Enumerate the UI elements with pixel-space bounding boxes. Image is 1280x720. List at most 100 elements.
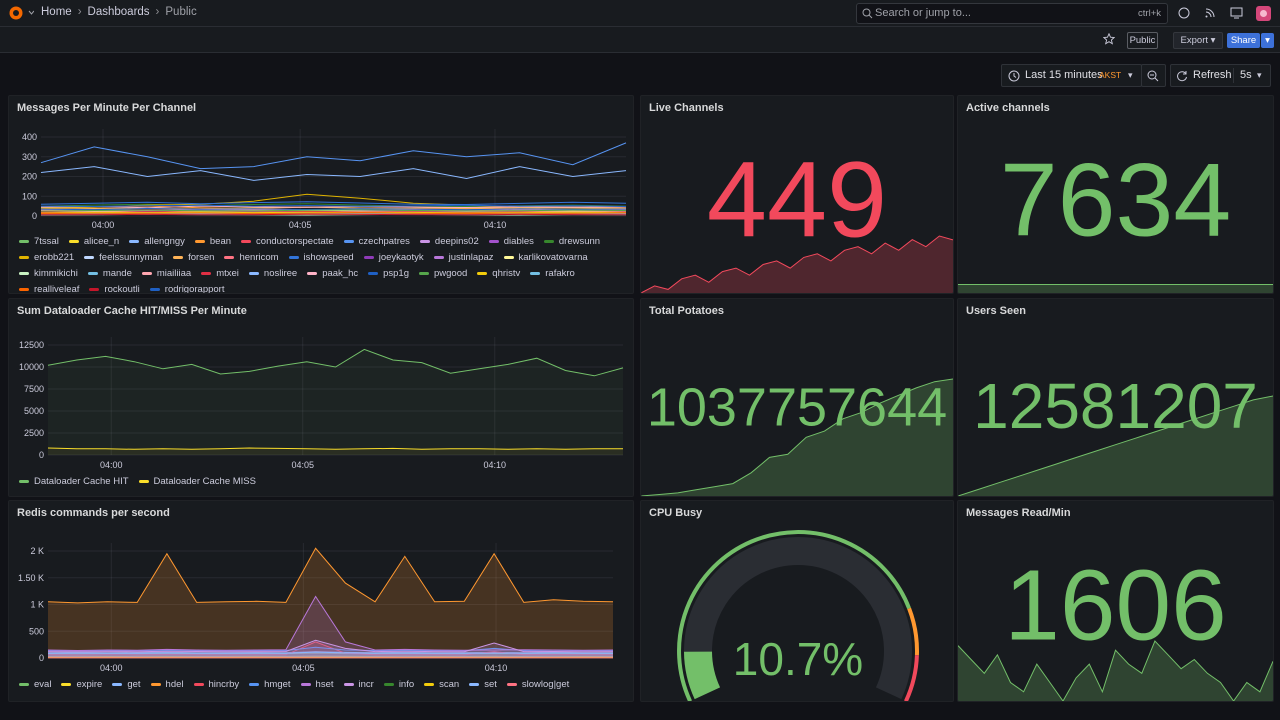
grafana-logo[interactable] [8, 5, 34, 21]
legend-swatch [530, 272, 541, 275]
panel-title: Messages Read/Min [966, 507, 1071, 519]
legend-item[interactable]: conductorspectate [241, 235, 334, 248]
legend-item[interactable]: realliveleaf [19, 283, 79, 293]
legend-item[interactable]: joeykaotyk [363, 251, 424, 264]
share-button[interactable]: Share [1227, 33, 1260, 48]
legend-swatch [19, 288, 29, 291]
export-button[interactable]: Export ▾ [1173, 32, 1223, 49]
legend-item[interactable]: miailiiaa [141, 267, 191, 280]
search-box[interactable]: Search or jump to... ctrl+k [856, 3, 1168, 24]
legend-item[interactable]: hdel [150, 678, 184, 691]
x-tick-label: 04:05 [289, 220, 312, 230]
legend-item[interactable]: set [469, 678, 497, 691]
legend-item[interactable]: justinlapaz [433, 251, 494, 264]
legend-item[interactable]: czechpatres [343, 235, 410, 248]
panel: 1606 Messages Read/Min [957, 500, 1274, 702]
legend-swatch [488, 240, 499, 243]
panel: 0 500 1 K 1.50 K 2 K 04:00 04:05 04:10 Redis com… [8, 500, 634, 702]
legend-item[interactable]: drewsunn [543, 235, 600, 248]
breadcrumb[interactable]: Home [41, 6, 72, 18]
series-line [47, 641, 613, 656]
legend-label: hset [315, 679, 334, 690]
legend-label: joeykaotyk [378, 252, 424, 263]
legend-item[interactable]: slowlog|get [506, 678, 569, 691]
y-tick-label: 200 [22, 172, 37, 182]
time-range-label: Last 15 minutes [1025, 69, 1103, 81]
legend-item[interactable]: mande [87, 267, 132, 280]
legend-label: alicee_n [83, 236, 120, 247]
legend-item[interactable]: scan [424, 678, 459, 691]
y-tick-label: 0 [39, 653, 44, 663]
legend-item[interactable]: Dataloader Cache HIT [19, 475, 129, 488]
legend-item[interactable]: hset [300, 678, 334, 691]
legend-swatch [424, 683, 435, 686]
legend-label: czechpatres [358, 236, 410, 247]
x-tick-label: 04:00 [92, 220, 115, 230]
legend-item[interactable]: Dataloader Cache MISS [138, 475, 256, 488]
legend-swatch [150, 683, 161, 686]
share-menu-button[interactable]: ▾ [1261, 33, 1274, 48]
legend-item[interactable]: rockoutli [89, 283, 140, 293]
legend-label: paak_hc [322, 268, 359, 279]
nav-icons[interactable] [1176, 6, 1276, 22]
legend-label: forsen [188, 252, 215, 263]
time-range-picker[interactable]: Last 15 minutes AKST ▾ [1001, 64, 1142, 87]
legend-swatch [19, 256, 29, 259]
legend-item[interactable]: incr [343, 678, 374, 691]
legend: 7tssal alicee_n allengngy bean conductorspec… [19, 235, 623, 293]
legend-item[interactable]: allengngy [129, 235, 185, 248]
legend-label: hmget [264, 679, 291, 690]
legend-item[interactable]: expire [61, 678, 102, 691]
legend-item[interactable]: forsen [173, 251, 214, 264]
legend-swatch [149, 288, 160, 291]
legend-item[interactable]: ishowspeed [288, 251, 354, 264]
series-line [40, 209, 627, 212]
series-line [47, 652, 613, 655]
search-icon [862, 8, 873, 19]
legend-item[interactable]: mtxei [201, 267, 239, 280]
legend-item[interactable]: kimmikichi [19, 267, 78, 280]
y-tick-label: 1.50 K [18, 573, 44, 583]
zoom-out-button[interactable] [1141, 64, 1166, 87]
legend-item[interactable]: henricom [224, 251, 279, 264]
y-tick-label: 5000 [24, 406, 44, 416]
refresh-interval: 5s [1240, 69, 1252, 81]
legend-item[interactable]: info [383, 678, 414, 691]
y-tick-label: 2500 [24, 428, 44, 438]
legend-item[interactable]: eval [19, 678, 51, 691]
legend-item[interactable]: 7tssal [19, 235, 59, 248]
panel-graphic: 0 500 1 K 1.50 K 2 K 04:00 04:05 04:10 [18, 543, 614, 673]
series-line [40, 201, 627, 206]
legend-item[interactable]: get [112, 678, 141, 691]
legend-label: nosliree [263, 268, 298, 279]
legend-label: hdel [165, 679, 184, 690]
refresh-picker[interactable]: Refresh 5s ▾ [1170, 64, 1271, 87]
legend-item[interactable]: diables [488, 235, 534, 248]
legend-item[interactable]: erobb221 [19, 251, 74, 264]
breadcrumb[interactable]: Dashboards [87, 6, 150, 18]
stat-value: 449 [707, 139, 887, 260]
legend-item[interactable]: alicee_n [68, 235, 120, 248]
legend-item[interactable]: deepins02 [419, 235, 479, 248]
legend-item[interactable]: rafakro [530, 267, 575, 280]
legend-item[interactable]: rodrigorapport [149, 283, 224, 293]
threshold-arc [677, 530, 911, 701]
legend-swatch [307, 272, 318, 275]
star-icon[interactable] [1103, 33, 1115, 45]
legend-swatch [19, 683, 29, 686]
legend-item[interactable]: paak_hc [307, 267, 358, 280]
legend-item[interactable]: pwgood [419, 267, 467, 280]
legend-item[interactable]: hmget [249, 678, 291, 691]
series-line [40, 213, 627, 216]
legend-item[interactable]: psp1g [368, 267, 409, 280]
breadcrumbs: Home › Dashboards › Public [41, 6, 197, 18]
legend-item[interactable]: bean [194, 235, 231, 248]
series-line [40, 207, 627, 211]
legend-item[interactable]: qhristv [477, 267, 520, 280]
legend-label: conductorspectate [256, 236, 334, 247]
legend-item[interactable]: hincrby [193, 678, 239, 691]
legend-item[interactable]: karlikovatovarna [503, 251, 588, 264]
legend-item[interactable]: feelssunnyman [84, 251, 163, 264]
legend-label: henricom [239, 252, 279, 263]
legend-item[interactable]: nosliree [248, 267, 298, 280]
